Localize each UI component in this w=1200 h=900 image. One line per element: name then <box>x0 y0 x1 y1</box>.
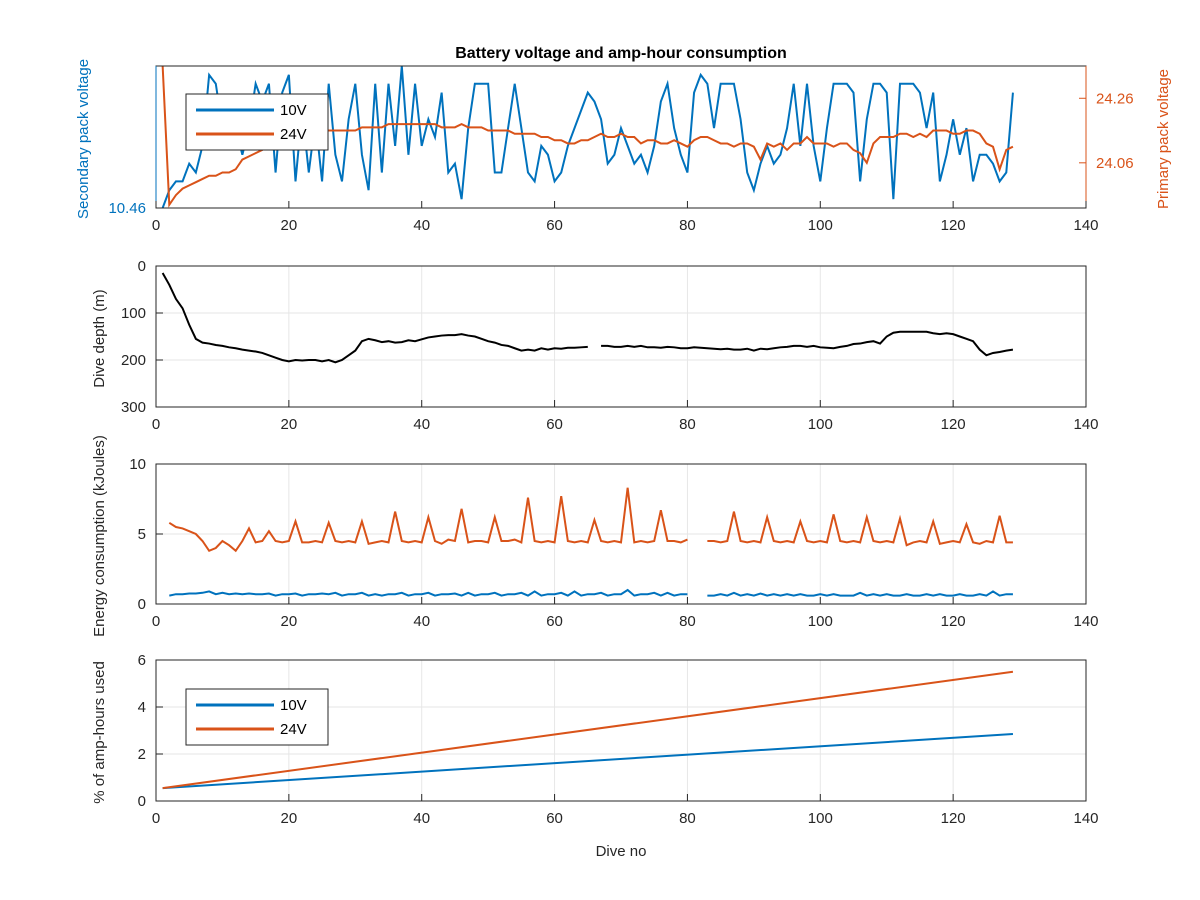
series-line-10V <box>162 733 1013 790</box>
y-axis-label: % of amp-hours used <box>91 661 108 804</box>
x-tick-label: 100 <box>808 416 833 433</box>
legend-label: 24V <box>280 126 307 143</box>
x-tick-label: 140 <box>1073 810 1098 827</box>
y-axis-label: Energy consumption (kJoules) <box>91 435 108 637</box>
left-y-tick-label: 10.46 <box>108 200 146 217</box>
x-tick-label: 100 <box>808 613 833 630</box>
y-tick-label: 300 <box>121 399 146 416</box>
plot-area <box>155 265 1087 408</box>
y-tick-label: 5 <box>138 526 146 543</box>
x-tick-label: 140 <box>1073 217 1098 234</box>
x-tick-label: 120 <box>941 416 966 433</box>
x-tick-label: 120 <box>941 217 966 234</box>
y-tick-label: 4 <box>138 699 146 716</box>
x-tick-label: 80 <box>679 613 696 630</box>
x-tick-label: 0 <box>152 613 160 630</box>
y-tick-label: 0 <box>138 596 146 613</box>
x-tick-label: 100 <box>808 217 833 234</box>
chart-panel-voltage: 0 20 40 60 80 100 120 140 10.46 24.06 24.26 Battery… <box>75 45 1172 234</box>
axes-frame <box>155 265 1087 408</box>
x-tick-label: 100 <box>808 810 833 827</box>
y-tick-label: 0 <box>138 793 146 810</box>
axes-frame <box>155 659 1087 802</box>
legend-box <box>185 688 329 746</box>
x-tick-label: 20 <box>281 810 298 827</box>
x-tick-label: 120 <box>941 613 966 630</box>
x-tick-label: 60 <box>546 217 563 234</box>
left-y-axis-label: Secondary pack voltage <box>75 59 92 219</box>
x-tick-label: 120 <box>941 810 966 827</box>
series-line-24V <box>168 487 1013 553</box>
legend-label: 10V <box>280 102 307 119</box>
x-tick-label: 60 <box>546 810 563 827</box>
x-tick-label: 0 <box>152 217 160 234</box>
x-tick-label: 140 <box>1073 613 1098 630</box>
x-tick-label: 80 <box>679 416 696 433</box>
y-tick-label: 0 <box>138 258 146 275</box>
chart-panel-amphours: 0 20 40 60 80 100 120 140 0 2 4 6 % of amp-hours use… <box>91 652 1099 860</box>
legend-label: 24V <box>280 721 307 738</box>
right-y-tick-label: 24.06 <box>1096 155 1134 172</box>
legend-box <box>185 93 329 151</box>
x-tick-label: 40 <box>413 416 430 433</box>
y-tick-label: 10 <box>129 456 146 473</box>
x-tick-label: 40 <box>413 217 430 234</box>
x-tick-label: 20 <box>281 217 298 234</box>
series-line-10V <box>169 588 1013 597</box>
chart-title: Battery voltage and amp-hour consumption <box>455 45 787 62</box>
y-tick-label: 2 <box>138 746 146 763</box>
x-tick-label: 0 <box>152 416 160 433</box>
chart-panel-energy: 0 20 40 60 80 100 120 140 0 5 10 Energy consumption… <box>91 435 1099 637</box>
x-tick-label: 80 <box>679 217 696 234</box>
x-tick-label: 0 <box>152 810 160 827</box>
x-tick-label: 40 <box>413 810 430 827</box>
y-tick-label: 100 <box>121 305 146 322</box>
chart-panel-depth: 0 20 40 60 80 100 120 140 0 100 200 300 Dive depth (… <box>91 258 1099 433</box>
x-axis-label: Dive no <box>596 843 647 860</box>
x-tick-label: 80 <box>679 810 696 827</box>
y-tick-label: 6 <box>138 652 146 669</box>
x-tick-label: 140 <box>1073 416 1098 433</box>
legend-label: 10V <box>280 697 307 714</box>
x-tick-label: 20 <box>281 613 298 630</box>
right-y-axis-label: Primary pack voltage <box>1155 69 1172 209</box>
series-line <box>161 272 1014 364</box>
x-tick-label: 40 <box>413 613 430 630</box>
x-tick-label: 60 <box>546 416 563 433</box>
y-axis-label: Dive depth (m) <box>91 289 108 387</box>
x-tick-label: 60 <box>546 613 563 630</box>
x-tick-label: 20 <box>281 416 298 433</box>
series-line-24V <box>162 670 1014 790</box>
right-y-tick-label: 24.26 <box>1096 90 1134 107</box>
y-tick-label: 200 <box>121 352 146 369</box>
